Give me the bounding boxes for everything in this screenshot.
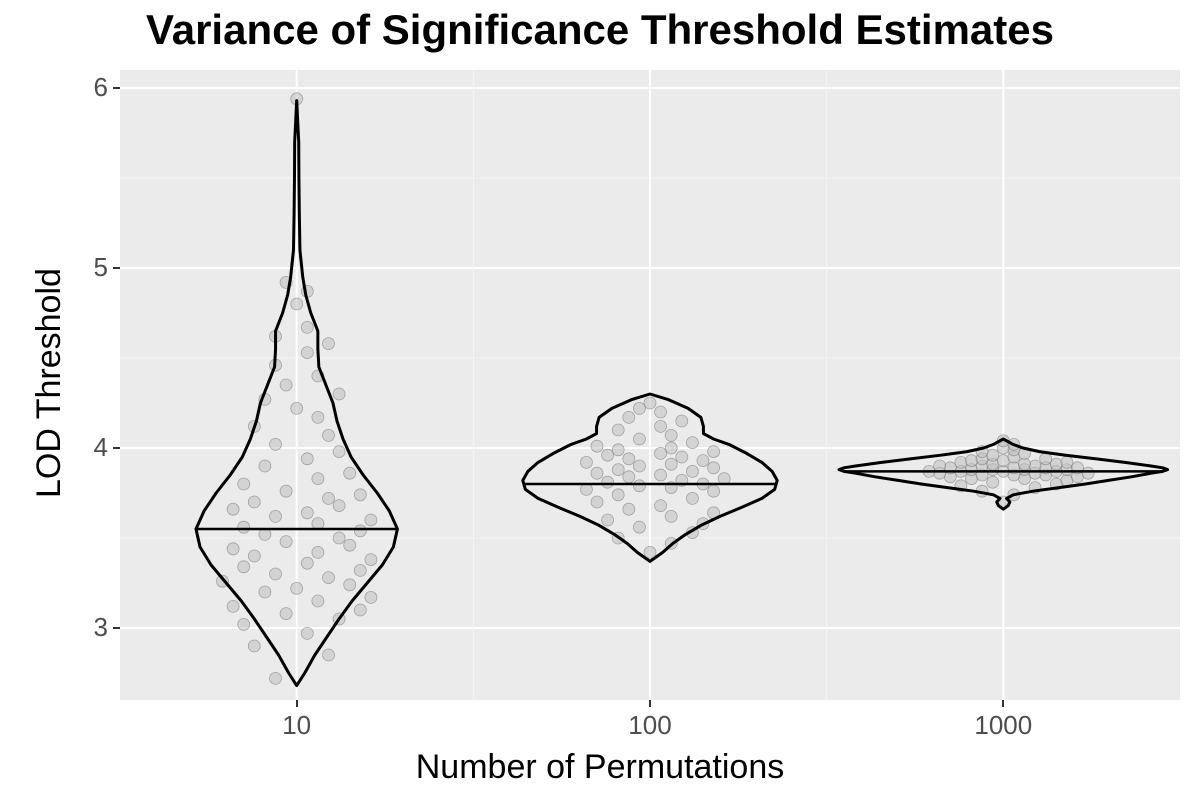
chart-title: Variance of Significance Threshold Estim… [0,6,1200,54]
y-tick-label: 6 [72,72,108,103]
y-tick-mark [113,627,120,629]
plot-panel [120,70,1180,700]
x-tick-label: 1000 [974,710,1032,741]
x-tick-mark [296,700,298,707]
x-tick-mark [1002,700,1004,707]
plot-svg [120,70,1180,700]
x-tick-label: 10 [282,710,311,741]
x-tick-mark [649,700,651,707]
y-axis-label: LOD Threshold [30,268,69,498]
y-tick-label: 3 [72,612,108,643]
x-tick-label: 100 [628,710,671,741]
y-tick-label: 5 [72,252,108,283]
y-tick-mark [113,87,120,89]
y-tick-mark [113,267,120,269]
points-100 [580,397,730,558]
x-axis-label: Number of Permutations [0,748,1200,787]
y-tick-label: 4 [72,432,108,463]
chart-container: Variance of Significance Threshold Estim… [0,0,1200,800]
y-tick-mark [113,447,120,449]
